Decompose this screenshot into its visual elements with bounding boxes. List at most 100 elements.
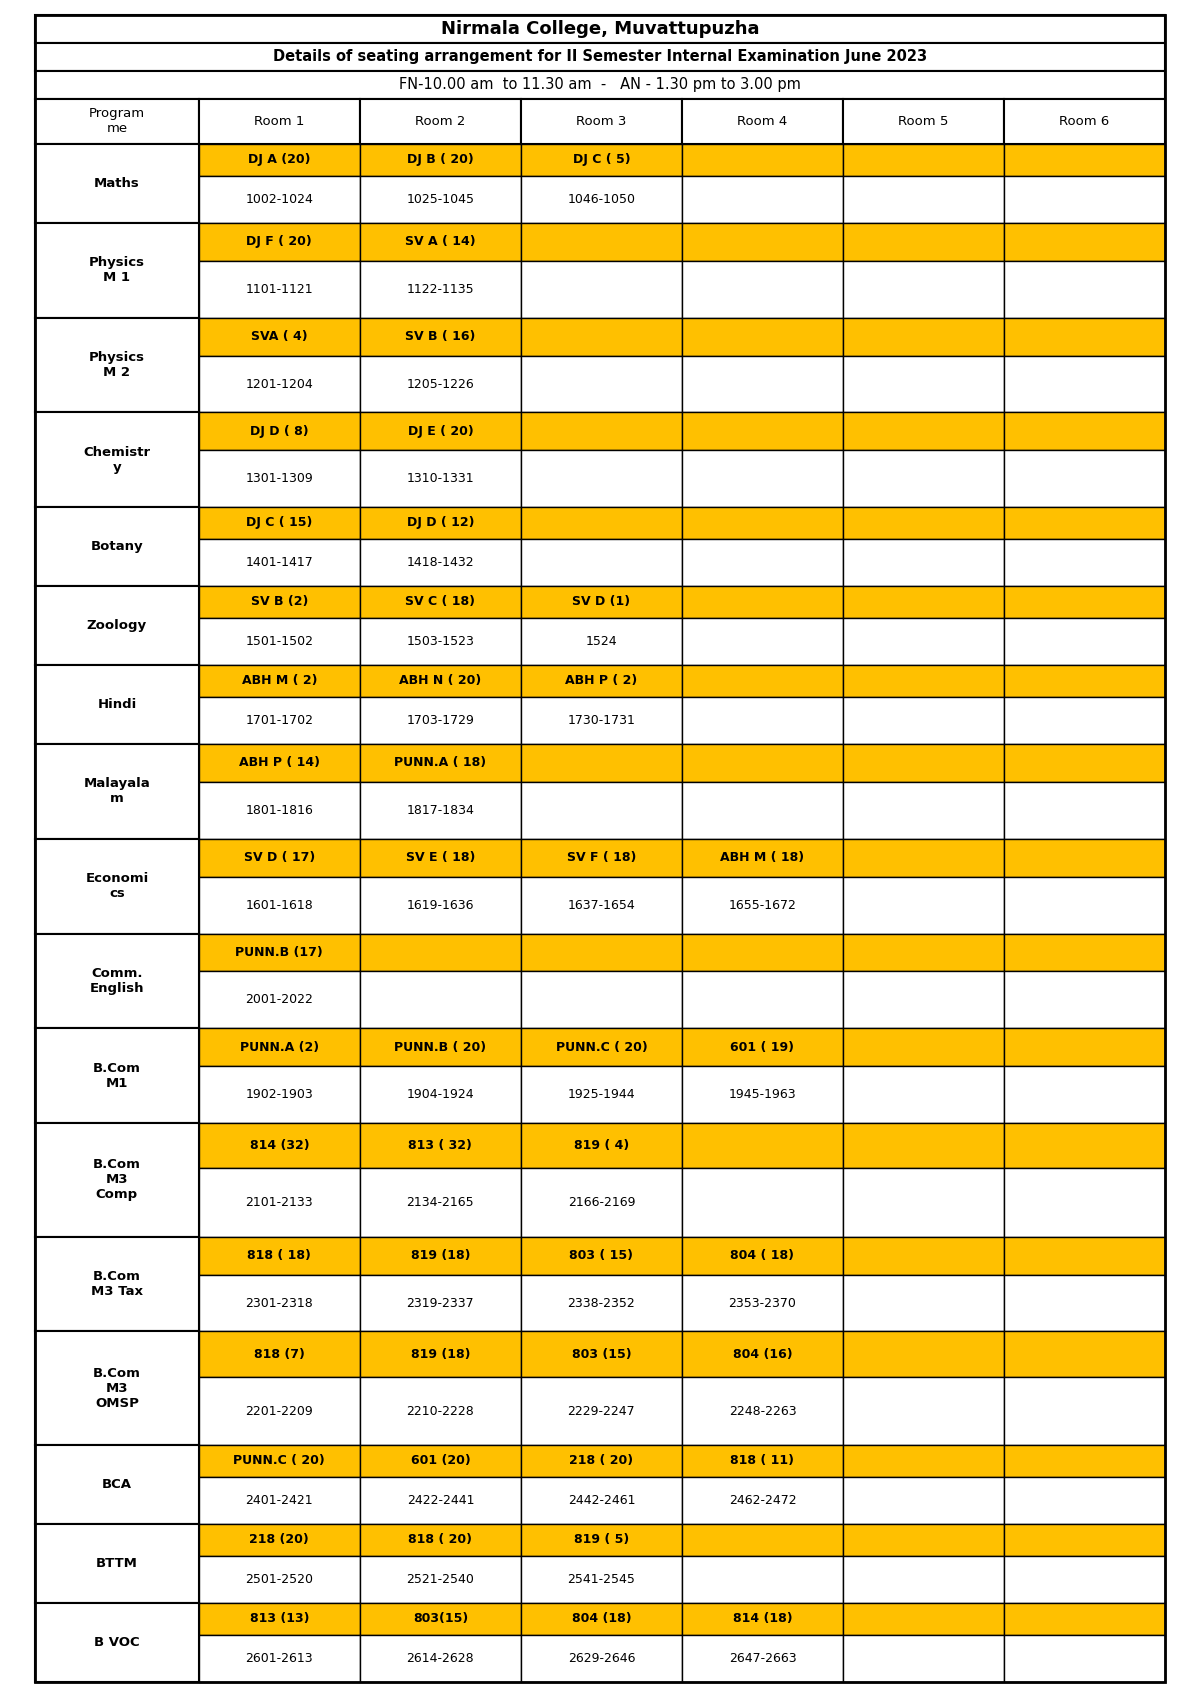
Bar xyxy=(842,1556,1004,1604)
Bar xyxy=(521,1169,682,1237)
Text: B.Com
M3
Comp: B.Com M3 Comp xyxy=(92,1159,140,1201)
Text: BCA: BCA xyxy=(102,1478,132,1492)
Text: 1902-1903: 1902-1903 xyxy=(246,1088,313,1101)
Text: SV B ( 16): SV B ( 16) xyxy=(406,331,475,343)
Bar xyxy=(35,144,199,222)
Bar xyxy=(682,1634,842,1682)
Text: 1637-1654: 1637-1654 xyxy=(568,899,635,911)
Bar xyxy=(521,1028,682,1066)
Bar xyxy=(682,538,842,585)
Text: DJ E ( 20): DJ E ( 20) xyxy=(408,424,473,438)
Text: DJ A (20): DJ A (20) xyxy=(248,153,311,166)
Bar xyxy=(360,1066,521,1123)
Bar xyxy=(199,1634,360,1682)
Text: Room 3: Room 3 xyxy=(576,115,626,127)
Bar xyxy=(199,585,360,618)
Bar xyxy=(199,933,360,971)
Bar xyxy=(521,1066,682,1123)
Bar xyxy=(1004,585,1165,618)
Text: 2229-2247: 2229-2247 xyxy=(568,1405,635,1417)
Text: 2401-2421: 2401-2421 xyxy=(246,1493,313,1507)
Text: Malayala
m: Malayala m xyxy=(84,777,150,806)
Text: 1503-1523: 1503-1523 xyxy=(407,635,474,648)
Bar xyxy=(199,1028,360,1066)
Bar xyxy=(360,175,521,222)
Bar xyxy=(521,697,682,743)
Bar xyxy=(1004,412,1165,450)
Text: B.Com
M3
OMSP: B.Com M3 OMSP xyxy=(92,1366,140,1410)
Bar xyxy=(1004,1524,1165,1556)
Bar xyxy=(682,222,842,261)
Bar xyxy=(1004,618,1165,665)
Bar xyxy=(842,356,1004,412)
Text: 1524: 1524 xyxy=(586,635,617,648)
Bar xyxy=(35,222,199,317)
Bar xyxy=(521,317,682,356)
Bar xyxy=(682,1524,842,1556)
Text: 2353-2370: 2353-2370 xyxy=(728,1297,797,1310)
Bar xyxy=(682,507,842,538)
Text: 2462-2472: 2462-2472 xyxy=(728,1493,797,1507)
Bar xyxy=(842,1332,1004,1376)
Text: 2248-2263: 2248-2263 xyxy=(728,1405,797,1417)
Text: 601 (20): 601 (20) xyxy=(410,1454,470,1468)
Text: 1655-1672: 1655-1672 xyxy=(728,899,797,911)
Bar xyxy=(521,175,682,222)
Bar xyxy=(360,538,521,585)
Bar xyxy=(521,1332,682,1376)
Text: DJ C ( 5): DJ C ( 5) xyxy=(572,153,630,166)
Text: 803(15): 803(15) xyxy=(413,1612,468,1626)
Bar xyxy=(521,1556,682,1604)
Bar xyxy=(35,1332,199,1446)
Bar xyxy=(1004,175,1165,222)
Bar xyxy=(35,507,199,585)
Bar xyxy=(682,356,842,412)
Bar xyxy=(1004,697,1165,743)
Bar xyxy=(199,1123,360,1169)
Bar xyxy=(682,933,842,971)
Text: PUNN.A (2): PUNN.A (2) xyxy=(240,1040,319,1054)
Bar xyxy=(35,317,199,412)
Bar xyxy=(35,42,1165,71)
Text: 2629-2646: 2629-2646 xyxy=(568,1651,635,1665)
Text: Physics
M 1: Physics M 1 xyxy=(89,256,145,285)
Bar xyxy=(842,933,1004,971)
Bar xyxy=(199,175,360,222)
Bar xyxy=(1004,743,1165,782)
Bar xyxy=(842,1604,1004,1634)
Bar xyxy=(1004,1237,1165,1274)
Text: 1801-1816: 1801-1816 xyxy=(246,804,313,816)
Bar xyxy=(1004,1274,1165,1332)
Bar xyxy=(199,222,360,261)
Bar xyxy=(35,412,199,507)
Bar xyxy=(682,1169,842,1237)
Bar xyxy=(360,507,521,538)
Text: 2541-2545: 2541-2545 xyxy=(568,1573,635,1587)
Bar xyxy=(199,261,360,317)
Text: 1501-1502: 1501-1502 xyxy=(245,635,313,648)
Bar xyxy=(1004,1634,1165,1682)
Bar xyxy=(521,585,682,618)
Bar xyxy=(682,261,842,317)
Bar xyxy=(360,1169,521,1237)
Text: 1619-1636: 1619-1636 xyxy=(407,899,474,911)
Text: Program
me: Program me xyxy=(89,107,145,136)
Bar xyxy=(521,538,682,585)
Bar xyxy=(521,1524,682,1556)
Text: Comm.
English: Comm. English xyxy=(90,967,144,994)
Text: SVA ( 4): SVA ( 4) xyxy=(251,331,307,343)
Bar xyxy=(521,356,682,412)
Bar xyxy=(360,1446,521,1476)
Bar xyxy=(682,450,842,507)
Bar xyxy=(682,98,842,144)
Bar xyxy=(842,538,1004,585)
Text: Hindi: Hindi xyxy=(97,697,137,711)
Bar xyxy=(682,412,842,450)
Text: DJ F ( 20): DJ F ( 20) xyxy=(246,236,312,248)
Bar xyxy=(35,665,199,743)
Bar xyxy=(521,1634,682,1682)
Bar xyxy=(682,838,842,877)
Text: SV E ( 18): SV E ( 18) xyxy=(406,852,475,864)
Bar xyxy=(199,1274,360,1332)
Bar xyxy=(360,1556,521,1604)
